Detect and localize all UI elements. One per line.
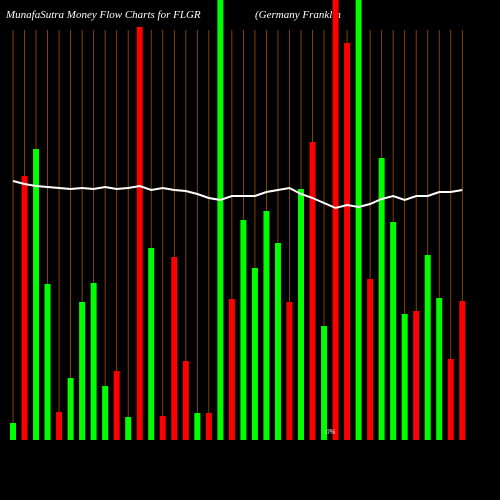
bar <box>171 257 178 440</box>
bar <box>205 413 212 440</box>
bar <box>413 311 420 440</box>
bar <box>21 176 28 440</box>
chart-subtitle: (Germany Franklin <box>255 9 341 21</box>
bar <box>447 359 454 440</box>
bar <box>390 222 397 440</box>
bar <box>332 0 339 440</box>
bar <box>228 299 235 440</box>
bar <box>309 142 316 440</box>
bar <box>148 248 155 440</box>
bar <box>102 386 109 440</box>
bar <box>401 314 408 440</box>
bar <box>159 416 166 440</box>
money-flow-line <box>12 180 463 210</box>
bar <box>136 27 143 440</box>
bar <box>321 326 328 440</box>
bar <box>125 417 132 440</box>
bar <box>10 423 16 440</box>
bar <box>67 378 74 440</box>
bar <box>44 284 51 440</box>
bar <box>263 211 270 440</box>
chart-title: MunafaSutra Money Flow Charts for FLGR <box>5 9 201 21</box>
bar <box>355 0 362 440</box>
bar <box>182 361 189 440</box>
bar <box>274 243 281 440</box>
bar <box>194 413 201 440</box>
bar <box>251 268 258 440</box>
bar <box>459 301 466 440</box>
bar <box>217 0 224 440</box>
bars <box>10 0 466 440</box>
bar <box>90 283 97 440</box>
bar <box>240 220 247 440</box>
bar <box>424 255 431 440</box>
bar <box>436 298 443 440</box>
bar <box>79 302 86 440</box>
bar <box>113 371 120 440</box>
annotation: 0% <box>326 428 336 436</box>
bar <box>378 158 385 440</box>
bar <box>286 302 293 440</box>
bar <box>367 279 374 440</box>
bar <box>56 412 63 440</box>
bar <box>33 149 40 440</box>
bar <box>298 189 304 440</box>
bar <box>344 43 351 440</box>
